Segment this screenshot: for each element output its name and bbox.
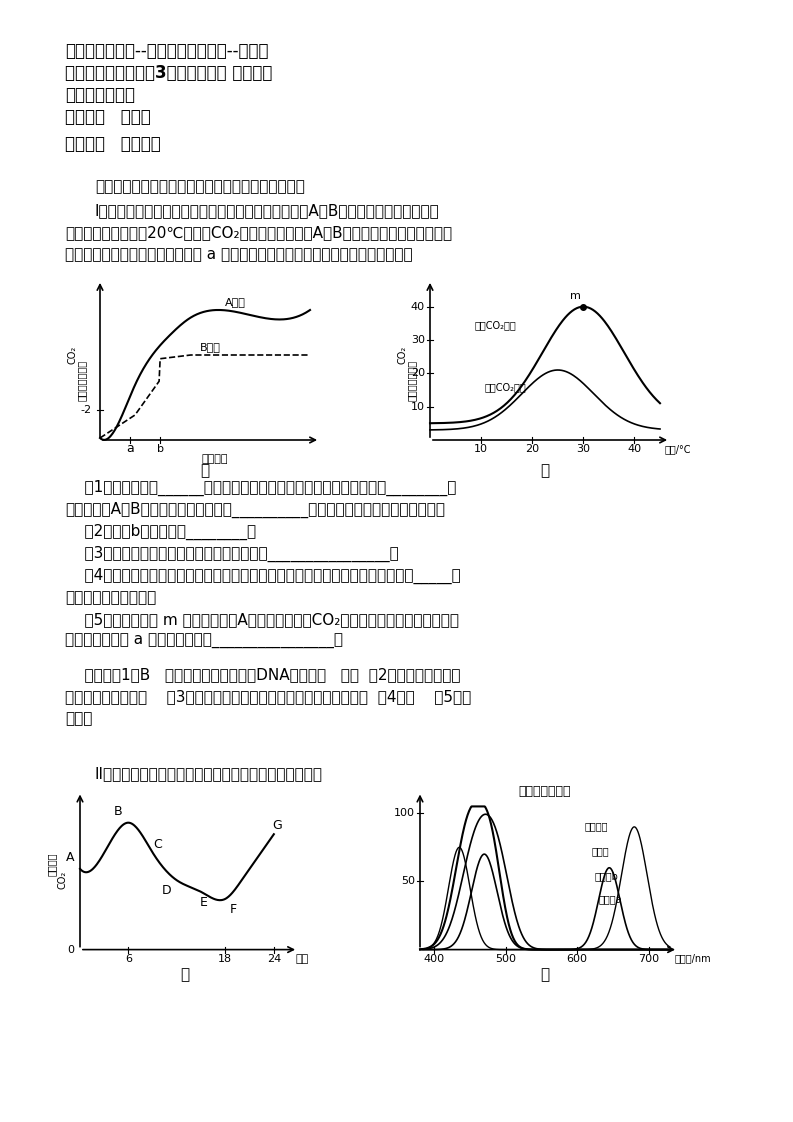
Text: 主讲人：林祖荣: 主讲人：林祖荣 [65, 86, 135, 104]
Text: 乙: 乙 [541, 463, 550, 478]
Text: D: D [162, 884, 172, 898]
Text: 高考生物冲刺串讲第3讲：突出重点 点面结合: 高考生物冲刺串讲第3讲：突出重点 点面结合 [65, 64, 272, 82]
Text: CO₂: CO₂ [397, 346, 407, 365]
Text: 定的。可将A、B共同种植，形成群落的__________结构，达到充分利用光能的目的。: 定的。可将A、B共同种植，形成群落的__________结构，达到充分利用光能的… [65, 502, 445, 518]
Text: 0: 0 [67, 945, 74, 955]
Text: 叶绿素a: 叶绿素a [599, 894, 623, 904]
Text: 高考总复习课程--高考冲刺串讲课程--理化生: 高考总复习课程--高考冲刺串讲课程--理化生 [65, 42, 269, 59]
Text: 6: 6 [125, 954, 132, 964]
Text: 度变化的关系曲线，乙图是在甲图 a 点的条件下测得的相关曲线。请据图回答问题：: 度变化的关系曲线，乙图是在甲图 a 点的条件下测得的相关曲线。请据图回答问题： [65, 247, 412, 263]
Text: 与甲图曲线比较 a 点的移动情况是________________。: 与甲图曲线比较 a 点的移动情况是________________。 [65, 634, 343, 649]
Text: （1）甲图表明，______植物更适宜在林荫下生长，这是由植物本身的________决: （1）甲图表明，______植物更适宜在林荫下生长，这是由植物本身的______… [65, 480, 457, 496]
Text: 10: 10 [411, 402, 425, 412]
Text: C: C [153, 838, 162, 850]
Text: 20: 20 [525, 444, 539, 454]
Text: 乙: 乙 [541, 967, 550, 983]
Text: 额外CO₂浓度: 额外CO₂浓度 [475, 321, 517, 330]
Text: a: a [126, 442, 134, 456]
Text: A植物: A植物 [225, 297, 246, 307]
Text: 甲: 甲 [201, 463, 209, 478]
Text: 700: 700 [638, 954, 659, 964]
Text: G: G [272, 819, 282, 833]
Text: b: b [156, 444, 163, 454]
Text: B植物: B植物 [200, 342, 221, 352]
Text: 500: 500 [495, 954, 516, 964]
Text: 吸收量变化速率: 吸收量变化速率 [77, 359, 87, 401]
Text: 第二部分   金题精讲: 第二部分 金题精讲 [65, 135, 161, 153]
Text: 答案：（1）B   遗传物质（遗传特性、DNA、基因）   垂直  （2）植物光合作用速: 答案：（1）B 遗传物质（遗传特性、DNA、基因） 垂直 （2）植物光合作用速 [65, 666, 461, 682]
Text: 18: 18 [218, 954, 232, 964]
Text: 30: 30 [411, 335, 425, 344]
Text: （5）如在乙图的 m 点条件下测得A植物光照强度与CO₂吸收速率关系曲线，则该曲线: （5）如在乙图的 m 点条件下测得A植物光照强度与CO₂吸收速率关系曲线，则该曲… [65, 611, 459, 627]
Text: 叶黄素: 叶黄素 [592, 846, 609, 856]
Text: 叶绿素b: 叶绿素b [595, 871, 619, 881]
Text: 光照强度: 光照强度 [201, 454, 228, 465]
Text: 30: 30 [577, 444, 590, 454]
Text: （2）甲图b点的含义是________。: （2）甲图b点的含义是________。 [65, 524, 256, 540]
Text: （4）乙图中两曲线表明，温度可以影响光合作用。温度主要通过影响光合作用的_____反: （4）乙图中两曲线表明，温度可以影响光合作用。温度主要通过影响光合作用的____… [65, 568, 461, 585]
Text: CO₂: CO₂ [57, 871, 67, 889]
Text: 胡萝卜素: 胡萝卜素 [584, 821, 607, 831]
Text: 率等于呼吸作用速率    （3）温度过高，酶活性降低（或叶片气孔关闭）  （4）暗    （5）向: 率等于呼吸作用速率 （3）温度过高，酶活性降低（或叶片气孔关闭） （4）暗 （5… [65, 689, 471, 703]
Text: m: m [570, 291, 580, 301]
Text: 题一：回答下面与光合作用及细胞呼吸相关的问题：: 题一：回答下面与光合作用及细胞呼吸相关的问题： [95, 180, 305, 194]
Text: 时间: 时间 [295, 954, 308, 964]
Text: E: E [200, 895, 208, 909]
Text: 甲: 甲 [181, 967, 190, 983]
Text: B: B [114, 804, 123, 818]
Text: 100: 100 [394, 808, 415, 818]
Text: 10: 10 [474, 444, 488, 454]
Text: 20: 20 [411, 368, 425, 378]
Text: 单位体积: 单位体积 [47, 853, 57, 876]
Text: 第一部分   开篇语: 第一部分 开篇语 [65, 108, 151, 126]
Text: 右上移: 右上移 [65, 711, 92, 726]
Text: 50: 50 [401, 876, 415, 886]
Text: I．植物的光合作用受内、外多种因素的影响。下图是A、B两种植物光合速率的检测: I．植物的光合作用受内、外多种因素的影响。下图是A、B两种植物光合速率的检测 [95, 203, 440, 218]
Text: （3）乙图中两曲线后段呈下降趋势的原因是________________。: （3）乙图中两曲线后段呈下降趋势的原因是________________。 [65, 546, 399, 562]
Text: 400: 400 [423, 954, 445, 964]
Text: CO₂: CO₂ [67, 346, 77, 365]
Text: -2: -2 [81, 405, 92, 415]
Text: 吸收光能百分比: 吸收光能百分比 [519, 784, 571, 798]
Text: 光波长/nm: 光波长/nm [675, 954, 711, 964]
Text: 半植物吸收速率: 半植物吸收速率 [407, 359, 417, 401]
Text: F: F [230, 903, 237, 916]
Text: 40: 40 [411, 302, 425, 312]
Text: II．下图为蔬菜大棚中测定的相关数据，请分析并回答：: II．下图为蔬菜大棚中测定的相关数据，请分析并回答： [95, 766, 323, 781]
Text: 空气CO₂浓度: 空气CO₂浓度 [485, 381, 527, 392]
Text: A: A [66, 850, 75, 864]
Text: 应而影响光合产物量。: 应而影响光合产物量。 [65, 590, 156, 605]
Text: 600: 600 [567, 954, 588, 964]
Text: 实验结果。甲图是在20℃、空气CO₂浓度条件下测得的A、B两种植物光合速率随光照强: 实验结果。甲图是在20℃、空气CO₂浓度条件下测得的A、B两种植物光合速率随光照… [65, 226, 452, 240]
Text: 40: 40 [627, 444, 642, 454]
Text: 24: 24 [266, 954, 281, 964]
Text: 温度/°C: 温度/°C [665, 444, 691, 454]
